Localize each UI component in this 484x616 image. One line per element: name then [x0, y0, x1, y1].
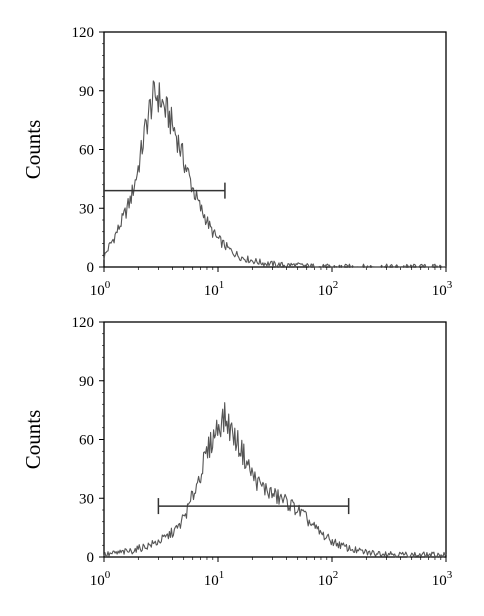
y-tick-label: 120 — [72, 25, 95, 41]
y-tick-label: 90 — [79, 84, 94, 100]
y-tick-label: 0 — [87, 550, 95, 566]
x-tick-label: 103 — [432, 279, 453, 299]
y-tick-label: 30 — [79, 201, 94, 217]
y-tick-label: 120 — [72, 315, 95, 331]
x-tick-label: 102 — [318, 279, 339, 299]
y-tick-label: 90 — [79, 374, 94, 390]
y-axis-label: Counts — [21, 120, 45, 180]
histogram-panel-bottom: 0 30 60 90 120 100 101 102 103 Counts — [21, 315, 453, 589]
x-tick-label: 100 — [90, 569, 111, 589]
y-tick-label: 60 — [79, 143, 94, 159]
x-tick-label: 100 — [90, 279, 111, 299]
y-tick-label: 30 — [79, 491, 94, 507]
y-axis-label: Counts — [21, 410, 45, 470]
x-tick-label: 101 — [204, 569, 225, 589]
x-tick-label: 102 — [318, 569, 339, 589]
histogram-panel-top: 0 30 60 90 120 100 101 102 103 Counts — [21, 25, 453, 299]
plot-frame — [103, 321, 447, 558]
histogram-series-line — [103, 402, 447, 558]
y-tick-label: 0 — [87, 260, 95, 276]
plot-frame — [103, 31, 447, 268]
histogram-series-line — [103, 80, 447, 268]
x-tick-label: 103 — [432, 569, 453, 589]
y-tick-label: 60 — [79, 433, 94, 449]
x-tick-label: 101 — [204, 279, 225, 299]
